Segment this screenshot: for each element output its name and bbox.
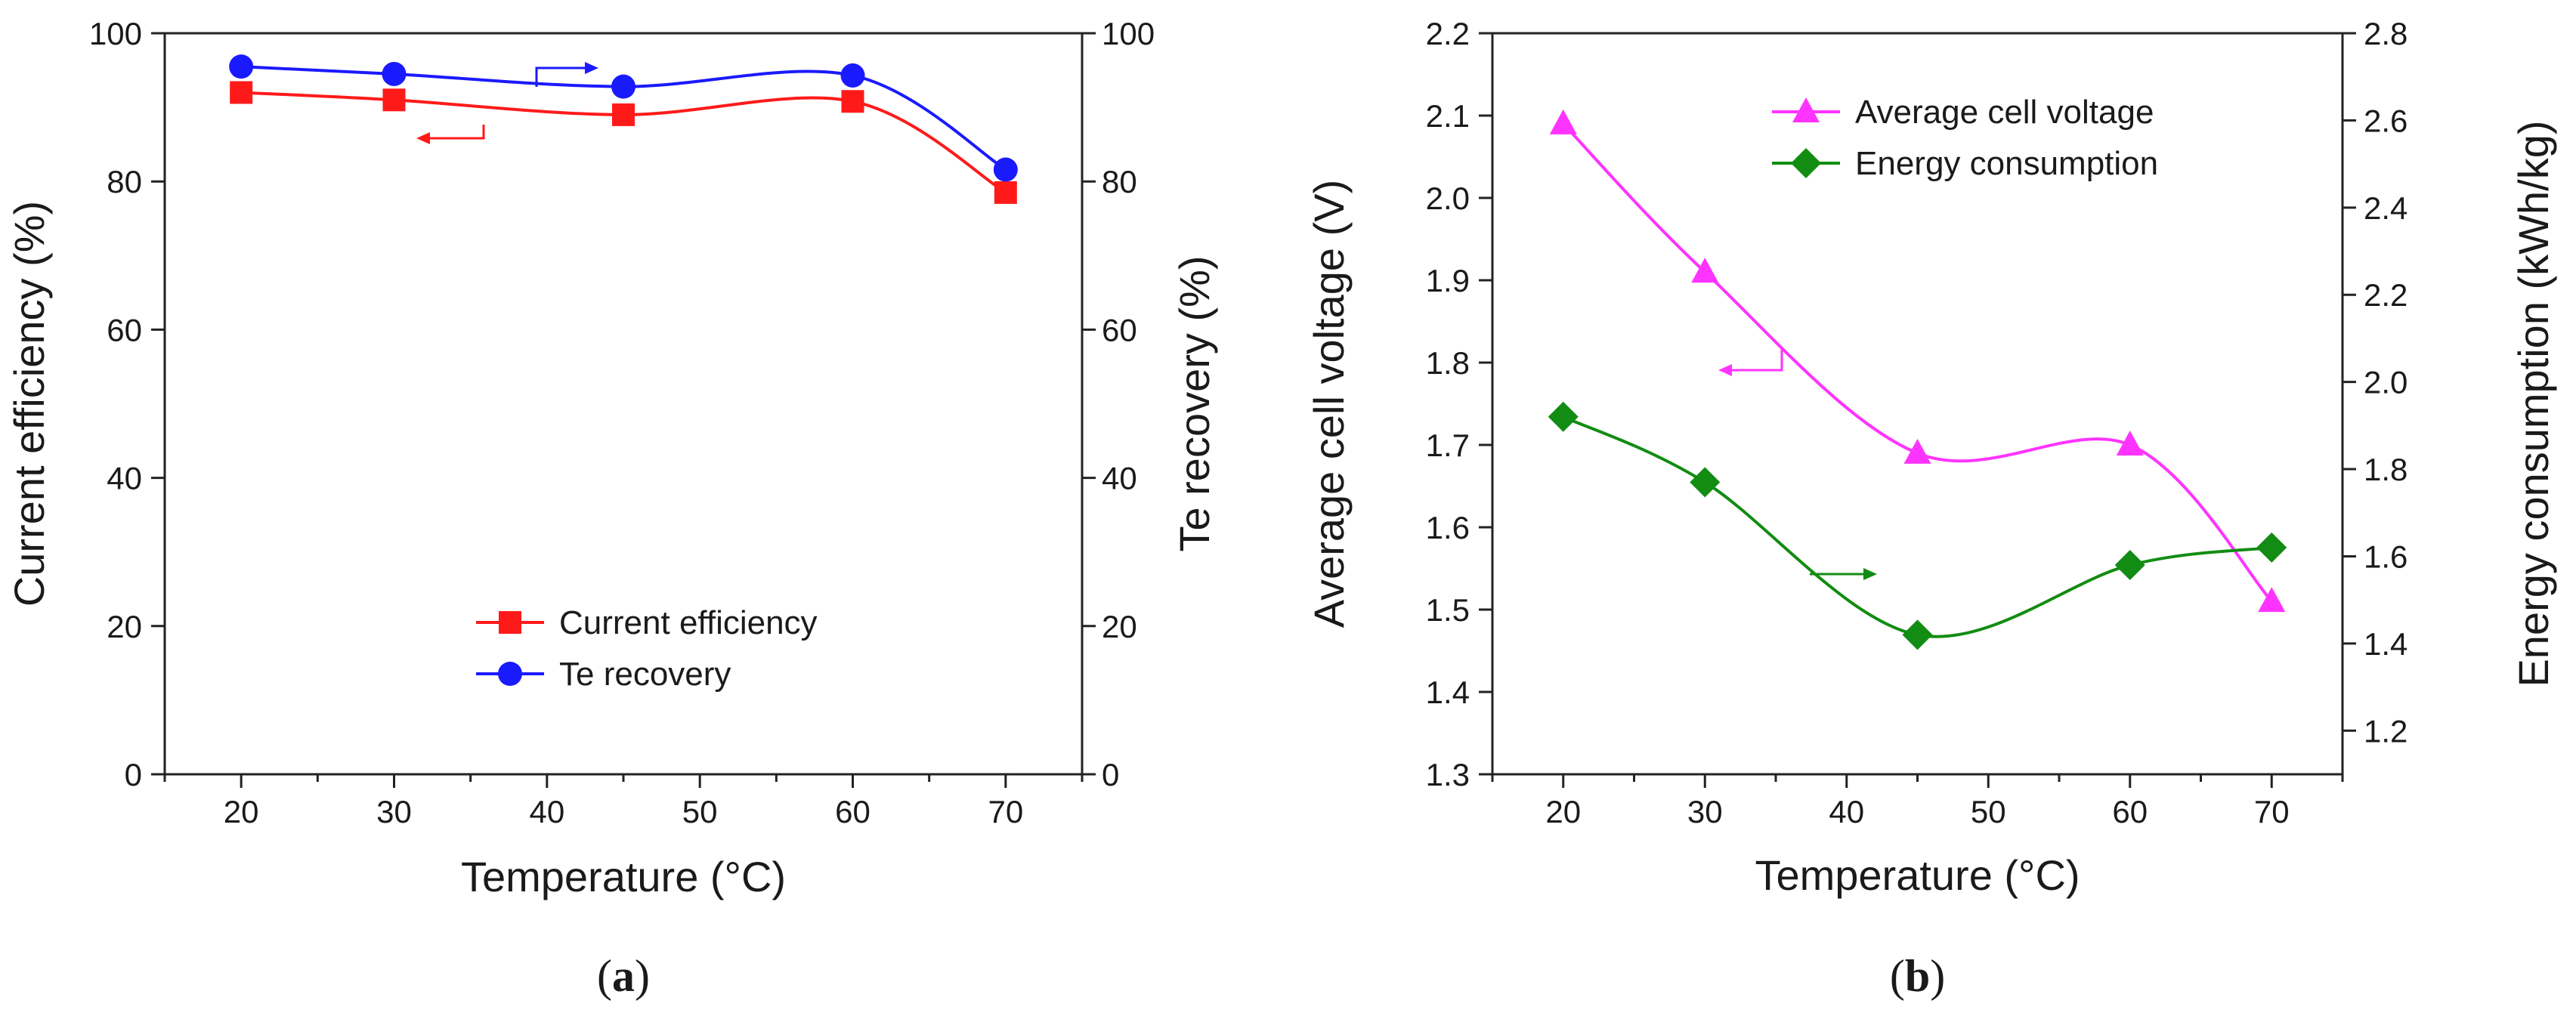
y-tick-label: 100 xyxy=(89,16,142,51)
x-tick-label: 60 xyxy=(835,794,871,829)
y-tick-label: 1.9 xyxy=(1426,263,1470,298)
legend-label: Te recovery xyxy=(559,656,731,693)
legend: Current efficiency Te recovery xyxy=(476,604,818,693)
y-axis-label: Average cell voltage (V) xyxy=(1305,180,1353,628)
x-tick-label: 50 xyxy=(1971,794,2006,829)
data-point xyxy=(230,81,253,104)
x-tick-label: 40 xyxy=(1829,794,1864,829)
data-point xyxy=(1903,438,1931,464)
panel-caption: (a) xyxy=(597,951,650,1001)
data-point xyxy=(1902,619,1933,650)
y-tick-label: 2.2 xyxy=(1426,16,1470,51)
y2-tick-label: 80 xyxy=(1102,164,1137,199)
series-line xyxy=(1562,122,2273,603)
data-point xyxy=(1690,467,1721,498)
axis-arrow-head xyxy=(416,132,430,144)
y-tick-label: 0 xyxy=(125,757,142,792)
y2-tick-label: 2.2 xyxy=(2364,277,2407,313)
series-1 xyxy=(229,54,1018,182)
y2-tick-label: 1.4 xyxy=(2364,626,2407,662)
data-point xyxy=(229,54,254,79)
chart-panel-a: 20 30 40 50 60 70 0 20 40 60 80 100 0 20 40 60 80 100 Curr… xyxy=(5,16,1218,1001)
legend-marker xyxy=(499,611,521,634)
y2-tick-label: 1.8 xyxy=(2364,452,2407,487)
y2-axis-label: Te recovery (%) xyxy=(1170,255,1218,551)
series-0 xyxy=(1549,109,2286,613)
legend-label: Current efficiency xyxy=(559,604,818,641)
y2-tick-label: 100 xyxy=(1102,16,1155,51)
y2-tick-label: 60 xyxy=(1102,312,1137,347)
x-tick-label: 50 xyxy=(682,794,718,829)
panel-caption: (b) xyxy=(1890,951,1945,1001)
data-point xyxy=(2116,431,2144,456)
data-point xyxy=(612,103,635,126)
y-tick-label: 2.1 xyxy=(1426,98,1470,134)
x-tick-label: 30 xyxy=(376,794,412,829)
chart-panel-b: 20 30 40 50 60 70 1.3 1.4 1.5 1.6 1.7 1.8 1.9 2.0 2.1 2… xyxy=(1305,16,2557,1001)
axis-arrow xyxy=(535,66,588,87)
x-axis-label: Temperature (°C) xyxy=(461,853,786,900)
y2-tick-label: 40 xyxy=(1102,461,1137,496)
data-point xyxy=(382,61,407,86)
y-tick-label: 1.7 xyxy=(1426,428,1470,463)
legend-label: Energy consumption xyxy=(1855,145,2158,182)
legend-marker xyxy=(498,662,522,686)
y2-tick-label: 2.6 xyxy=(2364,103,2407,138)
series-0 xyxy=(230,81,1017,204)
y-tick-label: 40 xyxy=(107,461,142,496)
y-tick-label: 1.8 xyxy=(1426,345,1470,381)
axis-arrow xyxy=(1729,347,1783,372)
y-tick-label: 80 xyxy=(107,164,142,199)
data-point xyxy=(994,181,1017,204)
data-point xyxy=(1548,401,1579,432)
data-point xyxy=(1549,109,1577,134)
axis-arrow-head xyxy=(1718,364,1732,376)
y-tick-label: 1.5 xyxy=(1426,592,1470,628)
y2-tick-label: 2.4 xyxy=(2364,190,2407,226)
axis-arrow-head xyxy=(1863,568,1877,580)
legend-marker xyxy=(1792,97,1820,122)
data-point xyxy=(1691,258,1719,283)
y-axis-label: Current efficiency (%) xyxy=(5,201,53,607)
legend: Average cell voltage Energy consumption xyxy=(1772,94,2158,182)
y2-tick-label: 1.2 xyxy=(2364,713,2407,749)
y2-tick-label: 1.6 xyxy=(2364,539,2407,574)
data-point xyxy=(841,90,864,113)
legend-label: Average cell voltage xyxy=(1855,94,2154,131)
y2-tick-label: 2.8 xyxy=(2364,16,2407,51)
data-point xyxy=(840,63,865,88)
axis-arrow-head xyxy=(585,62,598,74)
data-point xyxy=(382,88,406,112)
x-tick-label: 20 xyxy=(224,794,259,829)
y2-tick-label: 0 xyxy=(1102,757,1119,792)
x-tick-label: 70 xyxy=(2254,794,2290,829)
x-axis-label: Temperature (°C) xyxy=(1755,851,2080,899)
data-point xyxy=(2258,587,2286,613)
y2-tick-label: 2.0 xyxy=(2364,365,2407,400)
y-tick-label: 60 xyxy=(107,312,142,347)
y2-tick-label: 20 xyxy=(1102,609,1137,644)
y-tick-label: 1.3 xyxy=(1426,757,1470,792)
data-point xyxy=(2256,532,2287,563)
data-point xyxy=(993,157,1018,182)
x-tick-label: 40 xyxy=(529,794,564,829)
y2-axis-label: Energy consumption (kWh/kg) xyxy=(2510,120,2557,687)
y-tick-label: 1.4 xyxy=(1426,675,1470,710)
y-tick-label: 20 xyxy=(107,609,142,644)
x-tick-label: 60 xyxy=(2112,794,2148,829)
y-tick-label: 2.0 xyxy=(1426,181,1470,216)
x-tick-label: 70 xyxy=(988,794,1023,829)
series-1 xyxy=(1548,401,2287,650)
x-tick-label: 20 xyxy=(1545,794,1581,829)
axis-arrow xyxy=(427,125,485,140)
legend-marker xyxy=(1791,148,1821,178)
x-tick-label: 30 xyxy=(1687,794,1723,829)
data-point xyxy=(611,74,635,99)
y-tick-label: 1.6 xyxy=(1426,510,1470,545)
data-point xyxy=(2114,550,2145,581)
